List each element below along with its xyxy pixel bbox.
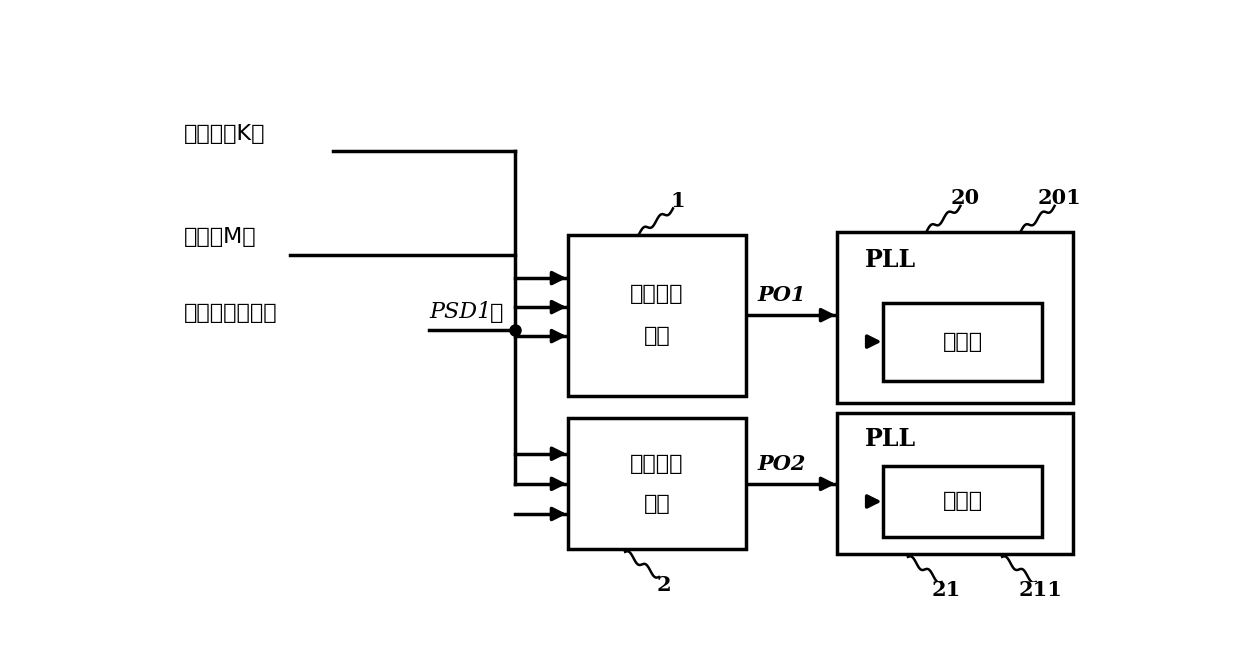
Text: 分数值（K）: 分数值（K）	[184, 124, 265, 144]
Text: 20: 20	[951, 188, 980, 209]
Text: PSD1: PSD1	[429, 301, 491, 322]
Bar	[568, 235, 746, 396]
Text: 1: 1	[671, 191, 684, 211]
Text: 211: 211	[1018, 579, 1063, 600]
Text: 2: 2	[656, 575, 671, 594]
Bar	[883, 303, 1042, 381]
Text: PLL: PLL	[864, 248, 915, 272]
Text: 分频器: 分频器	[942, 332, 983, 352]
Bar	[837, 413, 1073, 555]
Text: 基准脉冲: 基准脉冲	[630, 455, 684, 474]
Text: 电路: 电路	[644, 494, 671, 513]
Text: PO1: PO1	[758, 285, 806, 305]
Bar	[568, 419, 746, 549]
Text: 相位设定信号（: 相位设定信号（	[184, 303, 278, 322]
Text: 电路: 电路	[644, 326, 671, 346]
Bar	[837, 232, 1073, 404]
Text: PO2: PO2	[758, 454, 806, 473]
Text: 模数（M）: 模数（M）	[184, 227, 257, 247]
Bar	[883, 466, 1042, 537]
Text: PLL: PLL	[864, 426, 915, 451]
Text: 分频器: 分频器	[942, 492, 983, 511]
Text: 201: 201	[1038, 188, 1081, 209]
Text: 21: 21	[931, 579, 961, 600]
Text: ）: ）	[490, 303, 502, 322]
Text: 脉冲移位: 脉冲移位	[630, 284, 684, 304]
